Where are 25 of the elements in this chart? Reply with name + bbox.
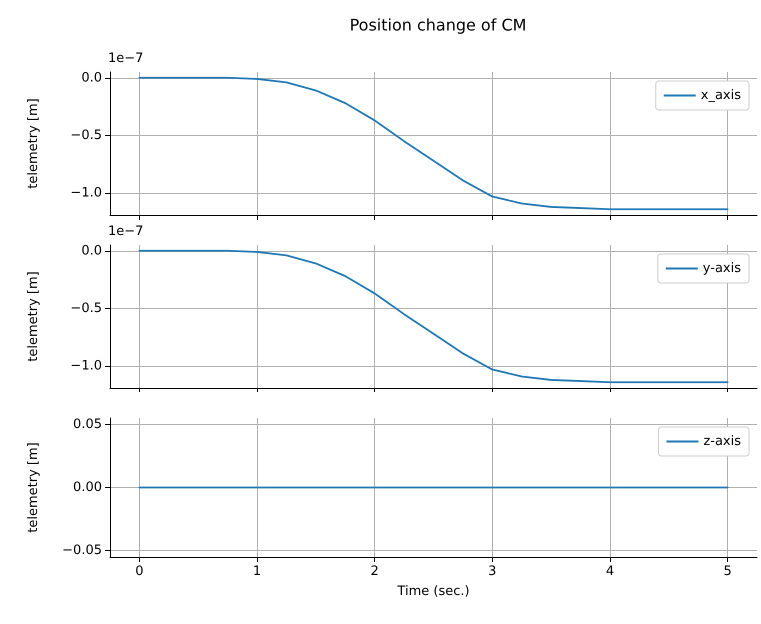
legend-label: x_axis	[700, 88, 742, 103]
y-tick-label: 0.00	[73, 480, 102, 495]
y-tick-label: −1.0	[70, 186, 102, 201]
y-tick-label: −0.05	[62, 543, 102, 558]
x-tick-label: 3	[488, 564, 496, 579]
legend-label: y-axis	[702, 261, 742, 276]
x-tick-label: 5	[723, 564, 732, 579]
y-axis-title: telemetry [m]	[26, 271, 41, 362]
x-tick-label: 2	[370, 564, 379, 579]
text: 1e−7	[108, 51, 144, 66]
y-tick-label: 0.05	[73, 416, 102, 432]
x-tick-label: 1	[252, 564, 262, 579]
y-tick-label: 0.0	[81, 70, 102, 86]
x-tick-label: 0	[135, 564, 144, 579]
x-tick-label: 4	[606, 564, 614, 579]
y-tick-label: −1.0	[70, 358, 102, 374]
y-tick-label: −0.5	[70, 128, 102, 143]
x-axis-title: Time (sec.)	[396, 584, 470, 599]
y-tick-label: −0.5	[70, 300, 102, 316]
chart-title: Position change of CM	[350, 16, 526, 34]
y-tick-label: 0.0	[81, 243, 102, 258]
text: 1e−7	[108, 224, 144, 239]
y-axis-title: telemetry [m]	[26, 442, 41, 533]
y-axis-title: telemetry [m]	[26, 98, 41, 189]
legend-label: z-axis	[703, 434, 742, 449]
